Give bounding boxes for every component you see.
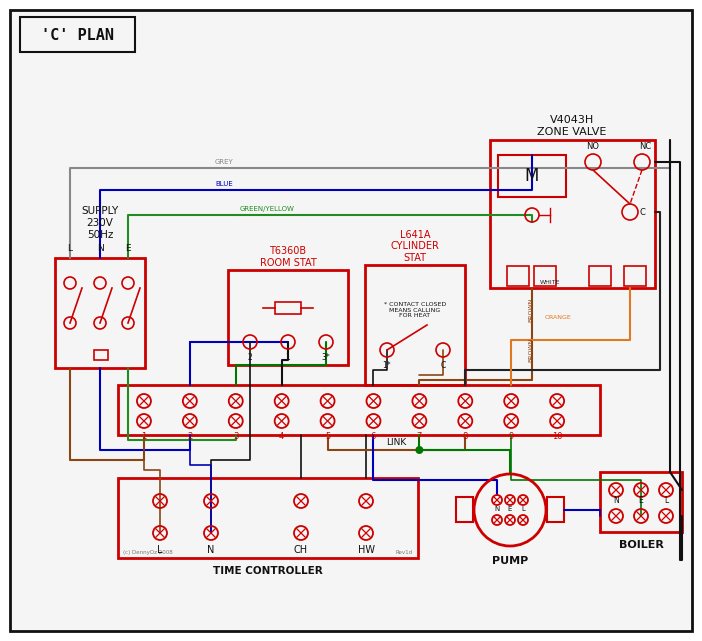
- Text: L: L: [521, 506, 525, 512]
- Bar: [365, 265, 465, 385]
- Text: 2: 2: [187, 432, 192, 441]
- Bar: [118, 385, 600, 435]
- Text: BROWN: BROWN: [528, 298, 533, 322]
- Text: N: N: [613, 496, 619, 505]
- Text: PUMP: PUMP: [492, 556, 528, 566]
- Bar: [275, 302, 301, 314]
- Bar: [624, 266, 646, 286]
- Text: 1: 1: [286, 353, 291, 362]
- Text: N: N: [494, 506, 500, 512]
- Text: 1: 1: [141, 432, 147, 441]
- Text: E: E: [125, 244, 131, 253]
- Text: CH: CH: [294, 545, 308, 555]
- Text: 4: 4: [279, 432, 284, 441]
- Text: L: L: [157, 545, 163, 555]
- Text: BLUE: BLUE: [215, 181, 233, 187]
- Bar: [228, 270, 348, 365]
- Text: 1*: 1*: [383, 361, 391, 370]
- Text: ORANGE: ORANGE: [545, 315, 571, 320]
- Bar: [534, 266, 556, 286]
- Bar: [456, 497, 473, 522]
- Bar: [118, 478, 418, 558]
- Text: C: C: [440, 361, 446, 370]
- Text: * CONTACT CLOSED
MEANS CALLING
FOR HEAT: * CONTACT CLOSED MEANS CALLING FOR HEAT: [384, 302, 446, 319]
- Text: N: N: [97, 244, 103, 253]
- Text: 9: 9: [508, 432, 514, 441]
- Text: 7: 7: [417, 432, 422, 441]
- Text: Rev1d: Rev1d: [396, 550, 413, 555]
- Bar: [490, 140, 655, 288]
- Bar: [55, 258, 145, 368]
- Text: BOILER: BOILER: [618, 540, 663, 550]
- Text: LINK: LINK: [386, 438, 406, 447]
- Bar: [600, 472, 682, 532]
- Text: 3: 3: [233, 432, 239, 441]
- Text: L: L: [664, 496, 668, 505]
- Text: 2: 2: [248, 353, 253, 362]
- Circle shape: [416, 446, 423, 454]
- Text: NO: NO: [586, 142, 600, 151]
- Bar: [94, 350, 108, 360]
- Text: BROWN: BROWN: [528, 338, 533, 362]
- Text: C: C: [639, 208, 645, 217]
- Text: 10: 10: [552, 432, 562, 441]
- Bar: [507, 266, 529, 286]
- Text: 6: 6: [371, 432, 376, 441]
- Text: V4043H
ZONE VALVE: V4043H ZONE VALVE: [537, 115, 607, 137]
- Text: SUPPLY
230V
50Hz: SUPPLY 230V 50Hz: [81, 206, 119, 240]
- Text: 3*: 3*: [322, 353, 331, 362]
- Text: 5: 5: [325, 432, 330, 441]
- Text: E: E: [508, 506, 512, 512]
- Text: NC: NC: [639, 142, 651, 151]
- Text: L641A
CYLINDER
STAT: L641A CYLINDER STAT: [390, 230, 439, 263]
- Bar: [20, 17, 135, 52]
- Text: HW: HW: [357, 545, 374, 555]
- Text: (c) DennyOz 2008: (c) DennyOz 2008: [123, 550, 173, 555]
- Text: 8: 8: [463, 432, 468, 441]
- Text: N: N: [207, 545, 215, 555]
- Text: E: E: [639, 496, 643, 505]
- Bar: [589, 266, 611, 286]
- Bar: [498, 155, 566, 197]
- Text: GREY: GREY: [215, 159, 234, 165]
- Text: T6360B
ROOM STAT: T6360B ROOM STAT: [260, 246, 317, 268]
- Text: GREEN/YELLOW: GREEN/YELLOW: [240, 206, 295, 212]
- Text: TIME CONTROLLER: TIME CONTROLLER: [213, 566, 323, 576]
- Text: L: L: [67, 244, 72, 253]
- Text: M: M: [525, 167, 539, 185]
- Text: 'C' PLAN: 'C' PLAN: [41, 28, 114, 42]
- Text: WHITE: WHITE: [540, 280, 560, 285]
- Bar: [547, 497, 564, 522]
